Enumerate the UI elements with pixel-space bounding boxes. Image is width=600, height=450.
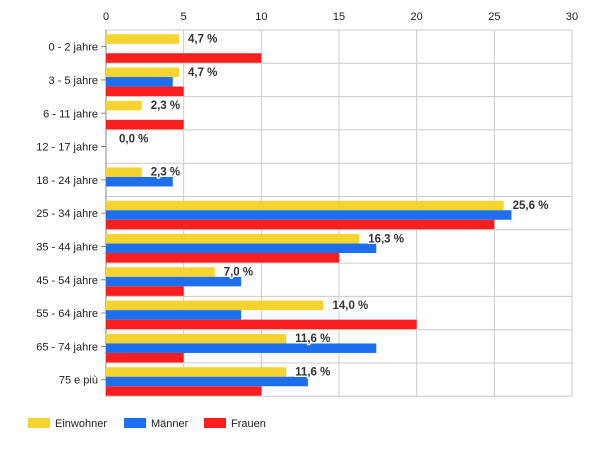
data-label: 7,0 % bbox=[224, 267, 253, 279]
bar-männer-7 bbox=[106, 276, 242, 287]
bar-männer-6 bbox=[106, 243, 377, 254]
bar-männer-10 bbox=[106, 376, 308, 387]
bar-frauen-0 bbox=[106, 53, 262, 63]
x-tick-label: 15 bbox=[333, 11, 345, 23]
bar-frauen-1 bbox=[106, 86, 184, 97]
legend-swatch-frauen bbox=[204, 418, 226, 428]
category-label: 55 - 64 jahre bbox=[36, 308, 98, 320]
x-axis-ticks: 0 5 10 15 20 25 30 bbox=[103, 11, 578, 23]
bar-männer-5 bbox=[106, 210, 512, 220]
category-label: 6 - 11 jahre bbox=[43, 108, 98, 120]
bar-einwohner-5 bbox=[106, 200, 504, 211]
bar-einwohner-0 bbox=[106, 34, 180, 44]
category-label: 75 e più bbox=[59, 375, 98, 387]
bar-einwohner-7 bbox=[106, 267, 215, 277]
category-label: 65 - 74 jahre bbox=[36, 341, 98, 353]
bar-einwohner-2 bbox=[106, 100, 142, 111]
data-label: 4,7 % bbox=[188, 34, 217, 46]
data-label: 16,3 % bbox=[368, 233, 404, 245]
bar-einwohner-1 bbox=[106, 67, 180, 78]
bar-frauen-9 bbox=[106, 352, 184, 363]
data-label: 11,6 % bbox=[295, 367, 330, 379]
data-label: 2,3 % bbox=[151, 167, 180, 179]
category-label: 45 - 54 jahre bbox=[36, 275, 98, 287]
data-labels: 4,7 % 4,7 % 2,3 % 0,0 % 2,3 % 25,6 % 16,3 % 7,0… bbox=[118, 32, 550, 380]
bar-einwohner-6 bbox=[106, 234, 360, 244]
bar-einwohner-9 bbox=[106, 333, 287, 344]
bar-einwohner-4 bbox=[106, 167, 142, 177]
legend-label: Männer bbox=[151, 418, 189, 430]
x-tick-label: 25 bbox=[488, 11, 500, 23]
bar-frauen-5 bbox=[106, 219, 495, 230]
data-label: 4,7 % bbox=[188, 67, 217, 79]
category-label: 25 - 34 jahre bbox=[36, 208, 98, 220]
legend-swatch-männer bbox=[124, 418, 146, 428]
category-label: 18 - 24 jahre bbox=[36, 175, 98, 187]
data-label: 2,3 % bbox=[151, 100, 180, 112]
x-tick-label: 20 bbox=[411, 11, 423, 23]
category-label: 0 - 2 jahre bbox=[48, 42, 98, 54]
bar-einwohner-8 bbox=[106, 300, 324, 311]
data-label: 11,6 % bbox=[295, 333, 330, 345]
legend-label: Frauen bbox=[231, 418, 266, 430]
bars bbox=[106, 34, 512, 396]
data-label: 0,0 % bbox=[119, 133, 148, 145]
data-label: 14,0 % bbox=[332, 300, 368, 312]
legend: Einwohner Männer Frauen bbox=[28, 418, 266, 430]
bar-männer-4 bbox=[106, 176, 173, 187]
category-label: 12 - 17 jahre bbox=[36, 142, 98, 154]
bar-frauen-8 bbox=[106, 319, 417, 330]
grid-lines bbox=[105, 29, 573, 397]
x-tick-label: 30 bbox=[566, 11, 578, 23]
x-tick-label: 5 bbox=[181, 11, 187, 23]
x-tick-label: 10 bbox=[255, 11, 267, 23]
bar-männer-9 bbox=[106, 343, 377, 353]
bar-frauen-2 bbox=[106, 119, 184, 130]
x-tick-label: 0 bbox=[103, 11, 109, 23]
legend-swatch-einwohner bbox=[28, 418, 50, 428]
bar-einwohner-10 bbox=[106, 367, 287, 377]
bar-männer-8 bbox=[106, 310, 242, 320]
legend-label: Einwohner bbox=[55, 418, 107, 430]
bar-frauen-7 bbox=[106, 286, 184, 296]
category-label: 3 - 5 jahre bbox=[48, 75, 98, 87]
category-label: 35 - 44 jahre bbox=[36, 241, 98, 253]
data-label: 25,6 % bbox=[513, 200, 549, 212]
bar-frauen-10 bbox=[106, 386, 262, 396]
bar-männer-1 bbox=[106, 77, 173, 87]
bar-frauen-6 bbox=[106, 253, 339, 263]
category-axis: 0 - 2 jahre 3 - 5 jahre 6 - 11 jahre 12 - 1… bbox=[36, 30, 107, 397]
